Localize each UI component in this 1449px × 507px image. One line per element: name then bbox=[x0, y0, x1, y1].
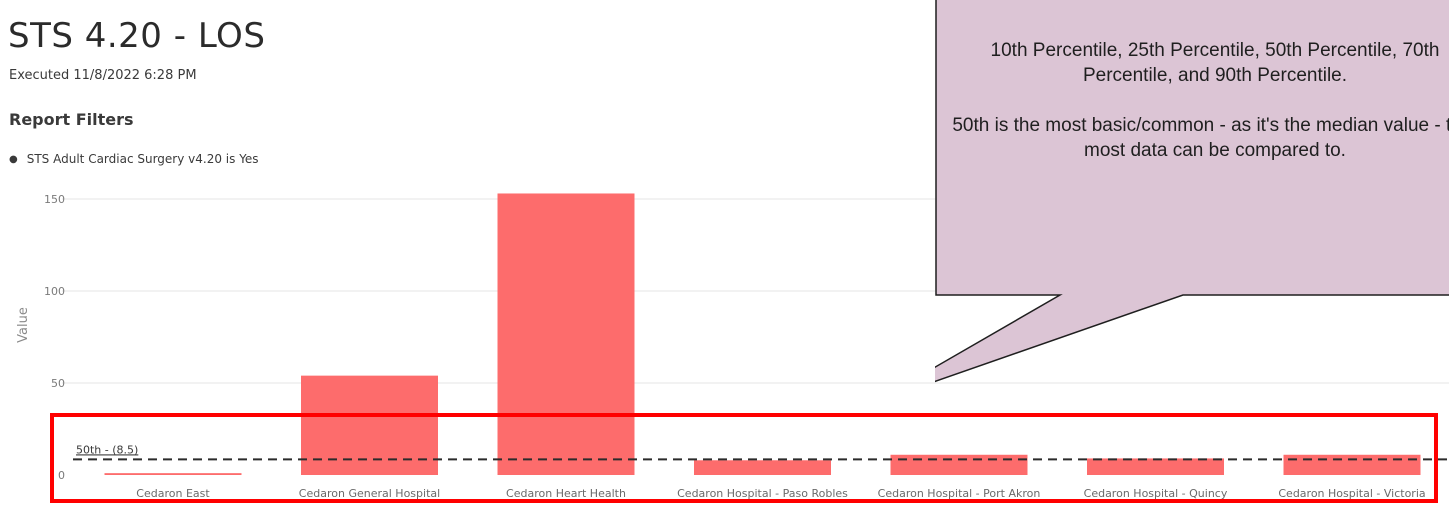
x-tick-label: Cedaron Hospital - Port Akron bbox=[878, 487, 1041, 500]
bars bbox=[104, 193, 1421, 476]
reference-line-label: 50th - (8.5) bbox=[76, 443, 138, 456]
report-title: STS 4.20 - LOS bbox=[8, 16, 266, 56]
callout-line-2: 50th is the most basic/common - as it's … bbox=[952, 115, 1449, 161]
report-filters-heading: Report Filters bbox=[9, 110, 134, 129]
bar[interactable] bbox=[1087, 458, 1224, 475]
bar[interactable] bbox=[104, 473, 242, 475]
filter-item-text: STS Adult Cardiac Surgery v4.20 is Yes bbox=[26, 152, 259, 166]
y-tick-label: 150 bbox=[44, 193, 65, 206]
x-tick-label: Cedaron Hospital - Victoria bbox=[1278, 487, 1425, 500]
bullet-icon: ● bbox=[9, 154, 18, 165]
x-tick-label: Cedaron Heart Health bbox=[506, 487, 626, 500]
bar[interactable] bbox=[694, 460, 831, 475]
bar[interactable] bbox=[301, 375, 438, 475]
callout-text: 10th Percentile, 25th Percentile, 50th P… bbox=[950, 38, 1449, 188]
x-axis-ticks: Cedaron East Cedaron General Hospital Ceda… bbox=[136, 487, 1425, 500]
gridlines bbox=[62, 198, 1449, 384]
y-tick-label: 100 bbox=[44, 285, 65, 298]
y-axis-ticks: 0 50 100 150 bbox=[44, 193, 65, 482]
x-tick-label: Cedaron General Hospital bbox=[299, 487, 440, 500]
executed-timestamp: Executed 11/8/2022 6:28 PM bbox=[9, 68, 197, 83]
filter-item: ● STS Adult Cardiac Surgery v4.20 is Yes bbox=[9, 152, 259, 166]
y-tick-label: 50 bbox=[51, 377, 65, 390]
y-tick-label: 0 bbox=[58, 469, 65, 482]
x-tick-label: Cedaron Hospital - Quincy bbox=[1084, 487, 1228, 500]
y-axis-label: Value bbox=[16, 307, 31, 343]
bar[interactable] bbox=[890, 454, 1028, 475]
bar[interactable] bbox=[497, 193, 635, 476]
bar[interactable] bbox=[1283, 454, 1421, 475]
x-tick-label: Cedaron Hospital - Paso Robles bbox=[677, 487, 848, 500]
x-tick-label: Cedaron East bbox=[136, 487, 210, 500]
callout-line-1: 10th Percentile, 25th Percentile, 50th P… bbox=[990, 40, 1440, 86]
